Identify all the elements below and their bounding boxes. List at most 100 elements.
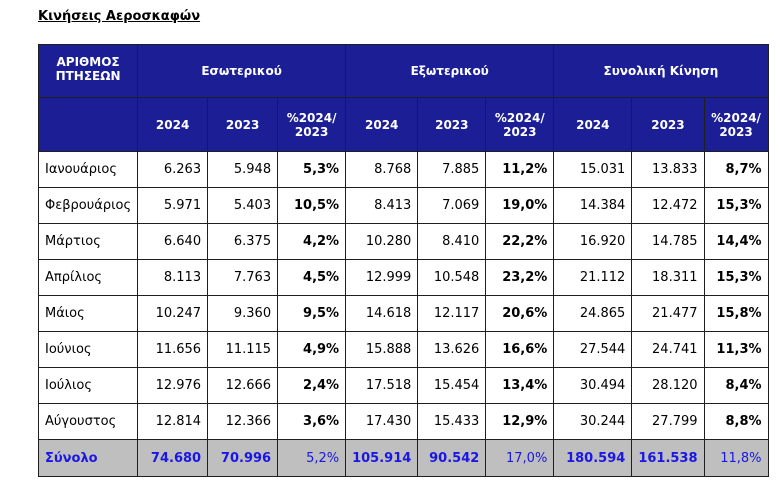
value-cell: 7.885 xyxy=(417,151,487,188)
value-cell: 27.544 xyxy=(553,331,633,368)
header-change: %2024/ 2023 xyxy=(277,97,347,152)
month-cell: Μάρτιος xyxy=(37,223,139,260)
header-year-2023: 2023 xyxy=(417,97,487,152)
change-cell: 15,3% xyxy=(703,187,769,224)
header-group-total: Συνολική Κίνηση xyxy=(553,44,769,98)
month-cell: Αύγουστος xyxy=(37,403,139,440)
value-cell: 14.384 xyxy=(553,187,633,224)
change-cell: 22,2% xyxy=(485,223,555,260)
change-cell: 3,6% xyxy=(277,403,347,440)
value-cell: 14.618 xyxy=(345,295,419,332)
value-cell: 28.120 xyxy=(631,367,705,404)
value-cell: 11.115 xyxy=(207,331,279,368)
value-cell: 105.914 xyxy=(345,439,419,477)
value-cell: 10.280 xyxy=(345,223,419,260)
value-cell: 30.494 xyxy=(553,367,633,404)
flights-table: ΑΡΙΘΜΟΣ ΠΤΗΣΕΩΝ Εσωτερικού Εξωτερικού Συ… xyxy=(37,44,769,477)
change-cell: 4,2% xyxy=(277,223,347,260)
change-cell: 4,5% xyxy=(277,259,347,296)
change-cell: 8,8% xyxy=(703,403,769,440)
change-cell: 11,2% xyxy=(485,151,555,188)
table-body: Ιανουάριος 6.263 5.948 5,3% 8.768 7.885 11,2% 1… xyxy=(37,151,769,477)
value-cell: 8.113 xyxy=(137,259,209,296)
value-cell: 21.112 xyxy=(553,259,633,296)
month-cell: Ιούλιος xyxy=(37,367,139,404)
month-cell: Φεβρουάριος xyxy=(37,187,139,224)
value-cell: 27.799 xyxy=(631,403,705,440)
value-cell: 8.768 xyxy=(345,151,419,188)
value-cell: 24.865 xyxy=(553,295,633,332)
page-title: Κινήσεις Αεροσκαφών xyxy=(38,9,201,24)
table-row: Απρίλιος 8.113 7.763 4,5% 12.999 10.548 23,2% 2… xyxy=(37,259,769,296)
change-cell: 5,2% xyxy=(277,439,347,477)
value-cell: 12.472 xyxy=(631,187,705,224)
value-cell: 7.763 xyxy=(207,259,279,296)
value-cell: 13.626 xyxy=(417,331,487,368)
value-cell: 15.888 xyxy=(345,331,419,368)
value-cell: 16.920 xyxy=(553,223,633,260)
table-row: Αύγουστος 12.814 12.366 3,6% 17.430 15.433 12,… xyxy=(37,403,769,440)
month-cell: Μάιος xyxy=(37,295,139,332)
change-cell: 14,4% xyxy=(703,223,769,260)
value-cell: 90.542 xyxy=(417,439,487,477)
month-cell: Ιούνιος xyxy=(37,331,139,368)
value-cell: 6.263 xyxy=(137,151,209,188)
value-cell: 17.518 xyxy=(345,367,419,404)
value-cell: 6.640 xyxy=(137,223,209,260)
value-cell: 13.833 xyxy=(631,151,705,188)
header-year-2023: 2023 xyxy=(631,97,705,152)
change-cell: 8,7% xyxy=(703,151,769,188)
header-blank-cell xyxy=(37,97,139,152)
header-year-2024: 2024 xyxy=(345,97,419,152)
month-cell: Ιανουάριος xyxy=(37,151,139,188)
change-cell: 16,6% xyxy=(485,331,555,368)
table-row: Ιούνιος 11.656 11.115 4,9% 15.888 13.626 16,6%… xyxy=(37,331,769,368)
header-year-2023: 2023 xyxy=(207,97,279,152)
change-cell: 2,4% xyxy=(277,367,347,404)
value-cell: 30.244 xyxy=(553,403,633,440)
table-row: Ιανουάριος 6.263 5.948 5,3% 8.768 7.885 11,2% 1… xyxy=(37,151,769,188)
change-cell: 12,9% xyxy=(485,403,555,440)
value-cell: 10.247 xyxy=(137,295,209,332)
change-cell: 13,4% xyxy=(485,367,555,404)
value-cell: 9.360 xyxy=(207,295,279,332)
header-row-years: 2024 2023 %2024/ 2023 2024 2023 %2024/ 2… xyxy=(37,97,769,152)
value-cell: 8.413 xyxy=(345,187,419,224)
change-cell: 8,4% xyxy=(703,367,769,404)
value-cell: 12.666 xyxy=(207,367,279,404)
table-row: Μάιος 10.247 9.360 9,5% 14.618 12.117 20,6% 24.… xyxy=(37,295,769,332)
change-cell: 15,8% xyxy=(703,295,769,332)
change-cell: 10,5% xyxy=(277,187,347,224)
change-cell: 11,3% xyxy=(703,331,769,368)
change-cell: 17,0% xyxy=(485,439,555,477)
total-label: Σύνολο xyxy=(37,439,139,477)
value-cell: 70.996 xyxy=(207,439,279,477)
value-cell: 161.538 xyxy=(631,439,705,477)
change-cell: 9,5% xyxy=(277,295,347,332)
value-cell: 5.403 xyxy=(207,187,279,224)
table-row: Φεβρουάριος 5.971 5.403 10,5% 8.413 7.069 19,0… xyxy=(37,187,769,224)
value-cell: 12.814 xyxy=(137,403,209,440)
change-cell: 23,2% xyxy=(485,259,555,296)
month-cell: Απρίλιος xyxy=(37,259,139,296)
value-cell: 180.594 xyxy=(553,439,633,477)
header-change: %2024/ 2023 xyxy=(703,97,769,152)
header-group-domestic: Εσωτερικού xyxy=(137,44,347,98)
header-year-2024: 2024 xyxy=(553,97,633,152)
value-cell: 12.117 xyxy=(417,295,487,332)
header-corner: ΑΡΙΘΜΟΣ ΠΤΗΣΕΩΝ xyxy=(37,44,139,98)
total-row: Σύνολο 74.680 70.996 5,2% 105.914 90.542 17,0%… xyxy=(37,439,769,477)
value-cell: 21.477 xyxy=(631,295,705,332)
header-group-international: Εξωτερικού xyxy=(345,44,555,98)
value-cell: 6.375 xyxy=(207,223,279,260)
value-cell: 17.430 xyxy=(345,403,419,440)
value-cell: 5.948 xyxy=(207,151,279,188)
change-cell: 5,3% xyxy=(277,151,347,188)
value-cell: 18.311 xyxy=(631,259,705,296)
change-cell: 15,3% xyxy=(703,259,769,296)
value-cell: 12.366 xyxy=(207,403,279,440)
value-cell: 15.454 xyxy=(417,367,487,404)
value-cell: 7.069 xyxy=(417,187,487,224)
value-cell: 15.433 xyxy=(417,403,487,440)
change-cell: 20,6% xyxy=(485,295,555,332)
